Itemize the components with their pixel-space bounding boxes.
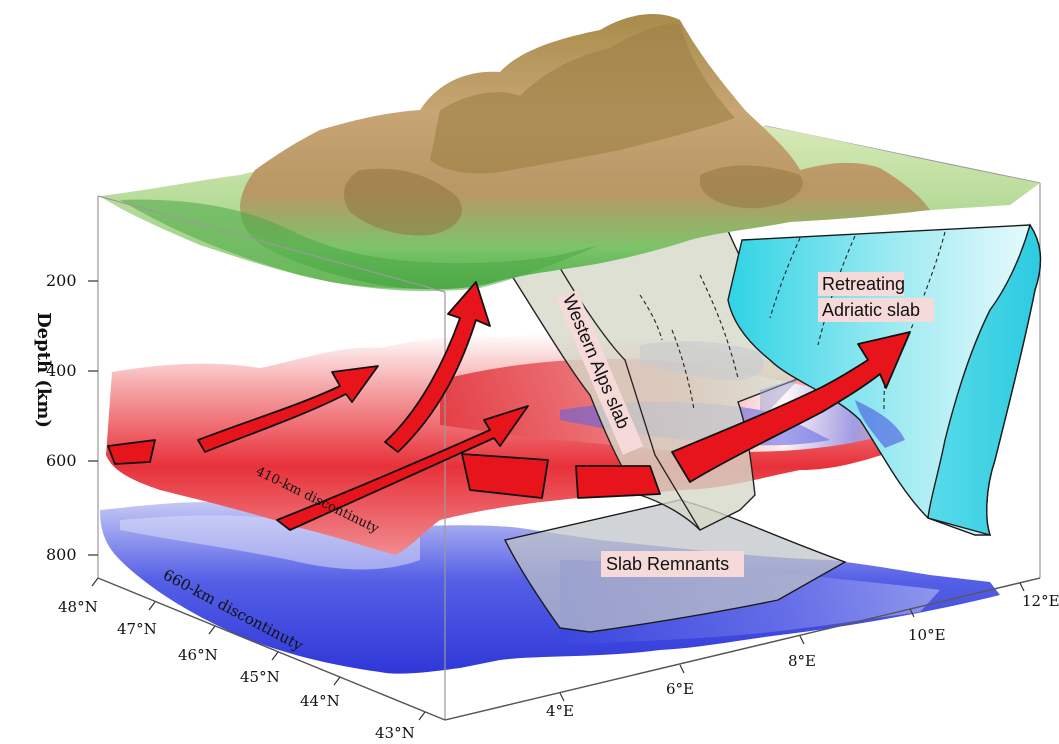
lat-tick-label: 46°N <box>178 646 218 664</box>
lat-tick-label: 47°N <box>117 620 157 638</box>
western-alps-label-box <box>556 289 644 455</box>
slab-remnants-label-group: Slab Remnants <box>601 551 744 577</box>
flow-arrow-dash-c <box>575 465 661 499</box>
lon-tick-label: 4°E <box>546 702 574 720</box>
latitude-ticks <box>91 577 426 721</box>
retreating-label-box-1 <box>818 272 904 296</box>
depth-tick-label: 800 <box>46 545 77 564</box>
box-frame-axes <box>97 577 1041 721</box>
lon-tick-label: 6°E <box>666 680 694 698</box>
lon-tick-label: 10°E <box>908 626 946 644</box>
longitude-ticks <box>559 582 1025 702</box>
flow-arrow-3 <box>276 405 529 531</box>
longitude-axis: 4°E 6°E 8°E 10°E 12°E <box>546 592 1059 720</box>
depth-tick-label: 600 <box>46 451 77 470</box>
lat-tick-label: 45°N <box>240 668 280 686</box>
flow-arrow-2 <box>384 281 491 453</box>
alps-topography <box>100 14 1040 292</box>
lon-tick-label: 12°E <box>1022 592 1059 610</box>
slab-remnants-label-box <box>601 551 744 577</box>
depth-tick-label: 400 <box>46 361 77 380</box>
retreating-label-line2: Adriatic slab <box>822 300 920 320</box>
retreating-label-box-2 <box>818 298 934 322</box>
latitude-axis: 48°N 47°N 46°N 45°N 44°N 43°N <box>58 598 415 742</box>
lat-tick-label: 44°N <box>300 692 340 710</box>
flow-arrow-dash-b <box>461 453 549 499</box>
flow-arrow-large <box>671 331 911 483</box>
depth-axis: Depth (km) 200 400 600 800 <box>33 271 98 564</box>
slab-remnants-label: Slab Remnants <box>606 554 729 574</box>
flow-arrow-dash-a <box>107 439 156 465</box>
retreating-label-group: Retreating Adriatic slab <box>818 272 934 322</box>
lat-tick-label: 43°N <box>375 724 415 742</box>
flow-arrow-1 <box>197 365 379 453</box>
depth-tick-label: 200 <box>46 271 77 290</box>
lon-tick-label: 8°E <box>788 652 816 670</box>
lat-tick-label: 48°N <box>58 598 98 616</box>
flow-arrows <box>107 281 911 531</box>
depth-axis-title: Depth (km) <box>33 312 54 428</box>
retreating-label-line1: Retreating <box>822 274 905 294</box>
